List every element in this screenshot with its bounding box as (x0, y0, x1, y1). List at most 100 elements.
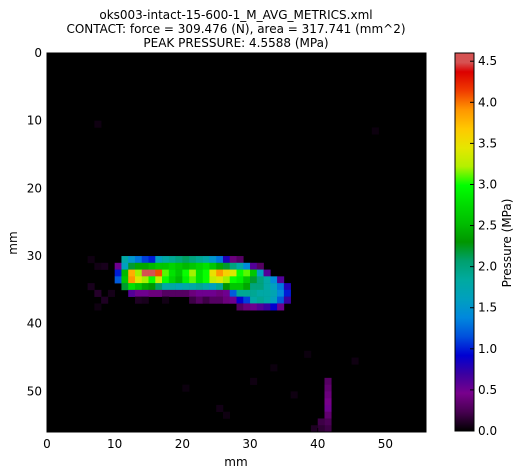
heatmap-cell (263, 283, 271, 291)
heatmap-cell (283, 283, 291, 291)
colorbar-tick-label: 2.5 (478, 219, 497, 233)
colorbar-ticks: 0.0 0.5 1.0 1.5 2.0 2.5 3.0 3.5 4.0 4.5 (470, 54, 497, 438)
heatmap-cell (148, 276, 156, 284)
heatmap-cell (121, 276, 129, 284)
heatmap-cell (236, 256, 244, 264)
heatmap-cell (121, 269, 129, 277)
heatmap-cell (229, 283, 237, 291)
heatmap-cell (202, 283, 210, 291)
heatmap-cell (222, 269, 231, 277)
heatmap-cell (250, 377, 258, 385)
heatmap-cell (222, 296, 231, 304)
colorbar: 0.0 0.5 1.0 1.5 2.0 2.5 3.0 3.5 4.0 4.5 (454, 52, 497, 438)
colorbar-tick-label: 3.0 (478, 177, 497, 191)
heatmap-cell (128, 262, 136, 270)
heatmap-cell (250, 289, 258, 297)
heatmap-cell (87, 256, 95, 264)
heatmap-cell (121, 283, 129, 291)
heatmap-cell (256, 262, 264, 270)
heatmap-cell (128, 283, 136, 291)
heatmap-cell (175, 269, 183, 277)
heatmap-cell (202, 276, 210, 284)
heatmap-cell (141, 283, 149, 291)
heatmap-cell (155, 269, 163, 277)
heatmap-cell (270, 289, 278, 297)
heatmap-cell (216, 289, 224, 297)
heatmap-cell (317, 418, 325, 426)
heatmap-cell (222, 289, 231, 297)
heatmap-cell (155, 289, 163, 297)
heatmap-cell (134, 296, 143, 304)
heatmap-cell (134, 283, 143, 291)
heatmap-cell (202, 262, 210, 270)
heatmap-cell (107, 289, 115, 297)
heatmap-cell (236, 262, 244, 270)
colorbar-tick-label: 1.5 (478, 301, 497, 315)
heatmap-cell (128, 276, 136, 284)
y-tick-label: 20 (27, 181, 42, 195)
heatmap-cell (162, 256, 170, 264)
heatmap-cells (87, 120, 379, 433)
heatmap-cell (250, 303, 258, 311)
heatmap-cell (317, 425, 325, 433)
heatmap-cell (263, 303, 271, 311)
y-tick-label: 50 (27, 384, 42, 398)
heatmap-cell (162, 289, 170, 297)
heatmap-cell (209, 269, 217, 277)
heatmap-cell (168, 262, 176, 270)
heatmap-cell (114, 262, 122, 270)
heatmap-cell (277, 283, 285, 291)
y-tick-label: 30 (27, 249, 42, 263)
heatmap-cell (195, 262, 203, 270)
heatmap-cell (189, 296, 197, 304)
x-tick-label: 40 (310, 437, 325, 451)
heatmap-cell (270, 296, 278, 304)
heatmap-cell (236, 289, 244, 297)
heatmap-cell (134, 276, 143, 284)
heatmap-cell (168, 283, 176, 291)
heatmap-cell (270, 276, 278, 284)
heatmap-cell (250, 296, 258, 304)
heatmap-cell (155, 283, 163, 291)
heatmap-cell (229, 256, 237, 264)
heatmap-cell (189, 283, 197, 291)
heatmap-cell (94, 120, 102, 128)
heatmap-cell (87, 283, 95, 291)
heatmap-cell (101, 296, 109, 304)
heatmap-cell (155, 262, 163, 270)
heatmap-cell (162, 269, 170, 277)
heatmap-cell (182, 256, 190, 264)
chart-title-line-1: oks003-intact-15-600-1_M_AVG_METRICS.xml (99, 8, 372, 22)
heatmap-cell (256, 289, 264, 297)
x-axis-ticks: 0 10 20 30 40 50 (43, 53, 393, 451)
heatmap-cell (141, 289, 149, 297)
heatmap-cell (277, 303, 285, 311)
heatmap-cell (243, 296, 251, 304)
heatmap-cell (134, 269, 143, 277)
heatmap-cell (310, 425, 319, 433)
y-axis-label: mm (6, 231, 20, 254)
heatmap-cell (216, 404, 224, 412)
heatmap-cell (216, 283, 224, 291)
heatmap-cell (263, 276, 271, 284)
x-tick-label: 30 (242, 437, 257, 451)
x-axis-label: mm (224, 455, 247, 469)
heatmap-cell (94, 262, 102, 270)
y-tick-label: 40 (27, 317, 42, 331)
heatmap-cell (324, 411, 332, 419)
heatmap-cell (162, 262, 170, 270)
plot-frame (46, 52, 427, 433)
heatmap-cell (141, 269, 149, 277)
heatmap-cell (324, 391, 332, 399)
heatmap-cell (222, 256, 231, 264)
heatmap-cell (162, 276, 170, 284)
heatmap-cell (229, 276, 237, 284)
heatmap-cell (277, 296, 285, 304)
heatmap-cell (195, 256, 203, 264)
heatmap-cell (175, 276, 183, 284)
heatmap-cell (229, 296, 237, 304)
heatmap-cell (324, 398, 332, 406)
colorbar-tick-label: 0.0 (478, 424, 497, 438)
heatmap-cell (189, 262, 197, 270)
